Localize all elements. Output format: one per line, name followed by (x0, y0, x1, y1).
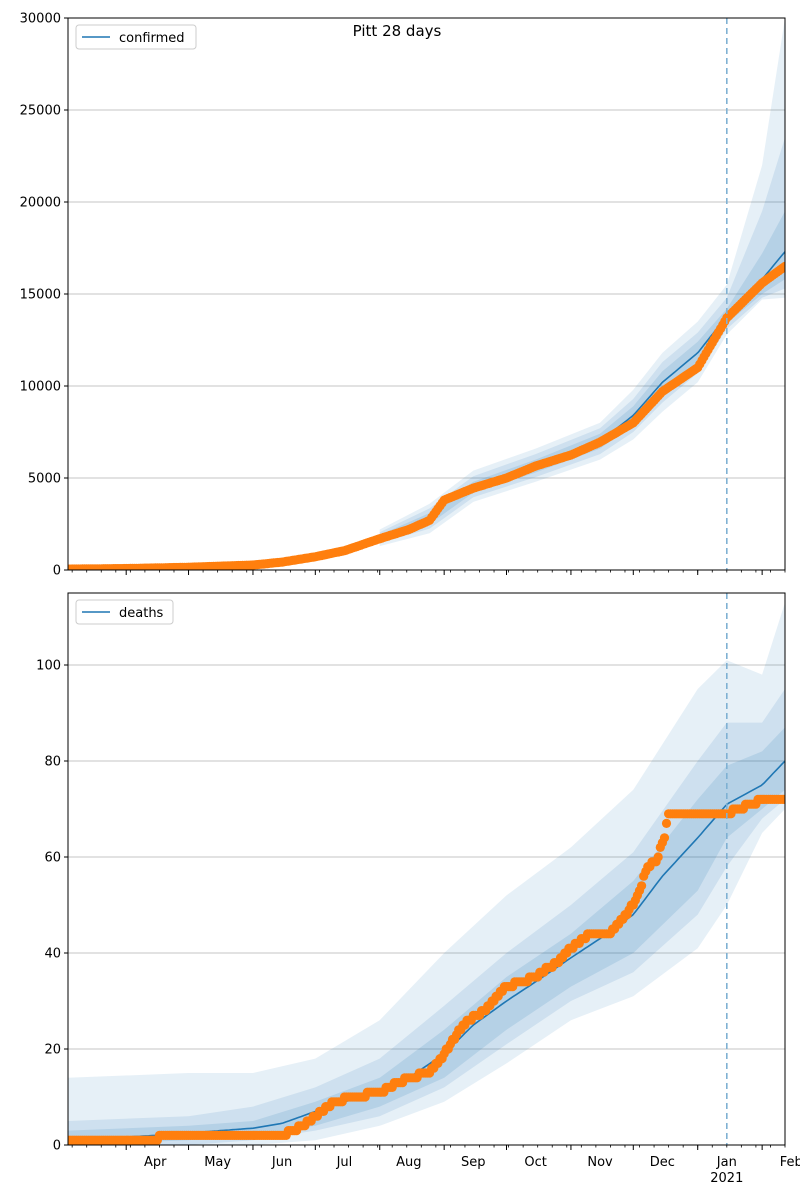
observed-series-bottom (68, 794, 785, 1145)
y-tick-label: 0 (53, 564, 61, 579)
legend-label: confirmed (119, 31, 185, 46)
axes-frame (67, 592, 786, 1146)
y-tick-label: 80 (44, 755, 61, 770)
y-tick-label: 20 (44, 1043, 61, 1058)
x-tick-label: Jan (716, 1155, 737, 1170)
y-tick-label: 100 (36, 659, 61, 674)
x-tick-label: Nov (587, 1155, 613, 1170)
y-tick-label: 5000 (28, 472, 61, 487)
y-tick-label: 40 (44, 947, 61, 962)
observed-point (637, 881, 647, 891)
observed-point (653, 852, 663, 862)
band-middle-top (379, 137, 785, 544)
plot-area (68, 18, 785, 570)
y-tick-label: 60 (44, 851, 61, 866)
x-tick-label: Jul (336, 1155, 353, 1170)
band-outer-top (379, 18, 785, 547)
observed-point (780, 794, 785, 804)
figure-title: Pitt 28 days (353, 22, 442, 40)
confirmed-panel: 0 5000 10000 15000 20000 25000 30000 confirmed (20, 12, 786, 579)
legend-label: deaths (119, 606, 164, 621)
x-tick-label: Apr (144, 1155, 167, 1170)
x-tick-label: Aug (396, 1155, 421, 1170)
legend-box (75, 599, 174, 625)
observed-series-top (68, 261, 785, 570)
x-tick-label: Feb (780, 1155, 800, 1170)
x-tick-label: Jun (271, 1155, 292, 1170)
x-tick-label: Oct (524, 1155, 546, 1170)
y-tick-label: 0 (53, 1139, 61, 1154)
observed-point (661, 818, 672, 829)
x-tick-label: Dec (650, 1155, 675, 1170)
legend-box (75, 24, 197, 50)
legend-bottom: deaths (75, 599, 174, 625)
plot-area (68, 602, 785, 1145)
y-tick-label: 20000 (20, 196, 61, 211)
y-tick-label: 25000 (20, 104, 61, 119)
y-tick-label: 30000 (20, 12, 61, 27)
x-tick-label: Sep (461, 1155, 486, 1170)
band-middle-bottom (68, 689, 785, 1145)
band-inner-top (379, 211, 785, 541)
observed-point (659, 833, 670, 843)
x-year-label: 2021 (710, 1171, 743, 1186)
deaths-panel: 0 20 40 60 80 100 Apr May Jun Jul Aug Sep Oct Nov Dec J… (36, 592, 800, 1186)
legend-top: confirmed (75, 24, 197, 50)
y-tick-label: 10000 (20, 380, 61, 395)
observed-point (780, 261, 785, 271)
x-tick-label: May (204, 1155, 231, 1170)
y-tick-label: 15000 (20, 288, 61, 303)
band-inner-bottom (68, 727, 785, 1145)
